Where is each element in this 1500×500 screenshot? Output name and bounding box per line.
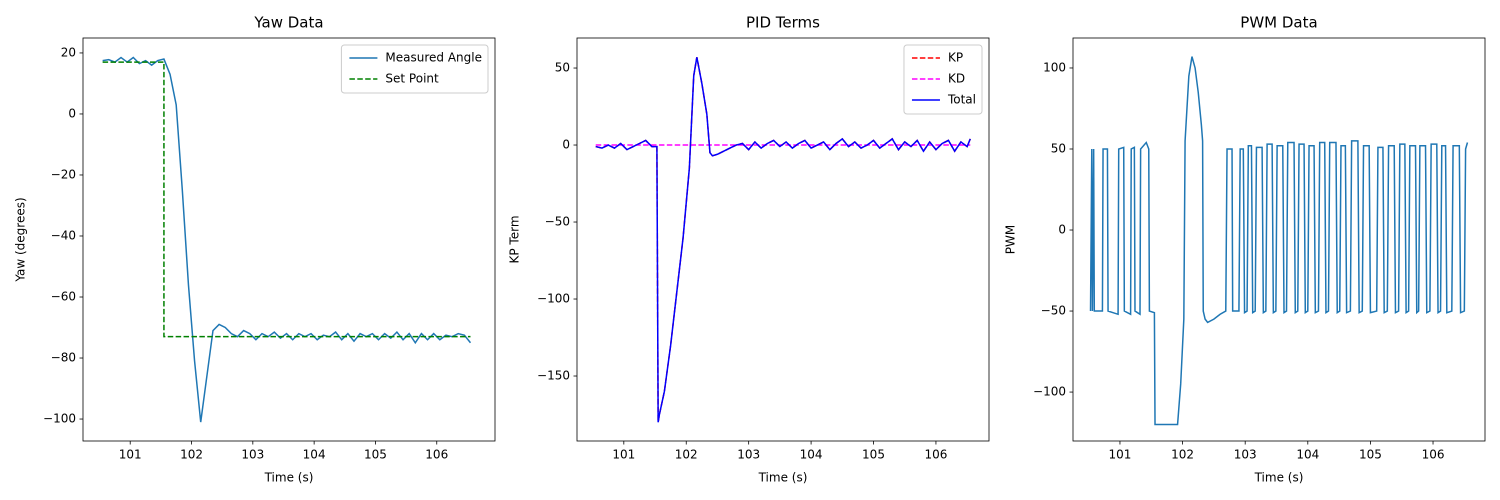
y-tick-label: 0 (1058, 223, 1066, 237)
x-tick-label: 105 (1359, 448, 1382, 462)
y-axis-label: PWM (1004, 225, 1018, 254)
x-tick-label: 105 (364, 448, 387, 462)
y-tick-label: −100 (43, 412, 76, 426)
subplot: 101 102 103 104 105 106 −100 −50 0 50 100 PWM Data T… (1004, 14, 1486, 485)
x-tick-label: 105 (862, 448, 885, 462)
x-tick-label: 104 (1296, 448, 1319, 462)
x-tick-label: 104 (800, 448, 823, 462)
y-tick-label: −20 (51, 167, 76, 181)
y-tick-label: −100 (1033, 385, 1066, 399)
y-tick-label: 0 (562, 138, 570, 152)
x-tick-label: 104 (303, 448, 326, 462)
x-tick-label: 106 (425, 448, 448, 462)
axes-frame (1072, 37, 1486, 442)
x-tick-label: 101 (1109, 448, 1132, 462)
legend-label: Set Point (385, 72, 439, 86)
y-tick-label: −60 (51, 290, 76, 304)
x-tick-label: 102 (1171, 448, 1194, 462)
legend-box (903, 44, 983, 115)
data-line (102, 56, 472, 423)
x-tick-label: 102 (675, 448, 698, 462)
legend: KP KD Total (903, 44, 983, 115)
y-axis-label: KP Term (508, 215, 522, 263)
data-line (595, 57, 971, 423)
x-tick-label: 106 (924, 448, 947, 462)
y-tick-label: −80 (51, 351, 76, 365)
y-tick-label: 50 (1051, 141, 1066, 155)
x-tick-label: 101 (612, 448, 635, 462)
legend-label: Total (947, 93, 976, 107)
y-tick-label: 100 (1043, 60, 1066, 74)
x-axis-label: Time (s) (1254, 471, 1304, 485)
y-tick-label: −150 (537, 369, 570, 383)
y-tick-label: 0 (68, 106, 76, 120)
x-tick-label: 102 (180, 448, 203, 462)
data-line (1089, 56, 1469, 426)
y-tick-label: 50 (555, 61, 570, 75)
x-axis-label: Time (s) (264, 471, 314, 485)
x-tick-label: 103 (1234, 448, 1257, 462)
legend-label: Measured Angle (385, 51, 482, 65)
chart-title: PWM Data (1240, 14, 1317, 32)
x-tick-label: 101 (119, 448, 142, 462)
legend-label: KP (948, 51, 963, 65)
axes-frame (576, 37, 990, 442)
subplot: 101 102 103 104 105 106 −150 −100 −50 0 50 PID Term… (508, 14, 990, 485)
y-tick-label: −100 (537, 292, 570, 306)
x-tick-label: 106 (1422, 448, 1445, 462)
y-tick-label: −40 (51, 228, 76, 242)
x-tick-label: 103 (241, 448, 264, 462)
axes-frame (82, 37, 496, 442)
y-tick-label: 20 (61, 45, 76, 59)
y-tick-label: −50 (1041, 304, 1066, 318)
legend: Measured Angle Set Point (340, 44, 489, 94)
y-tick-label: −50 (545, 215, 570, 229)
x-tick-label: 103 (737, 448, 760, 462)
legend-box (340, 44, 489, 94)
x-axis-label: Time (s) (758, 471, 808, 485)
y-axis-label: Yaw (degrees) (14, 197, 28, 282)
chart-title: PID Terms (746, 14, 820, 32)
chart-title: Yaw Data (253, 14, 323, 32)
subplot: 101 102 103 104 105 106 −100 −80 −60 −40 −20 0 20 Yaw… (14, 14, 496, 485)
data-line (102, 61, 471, 338)
legend-label: KD (948, 72, 965, 86)
